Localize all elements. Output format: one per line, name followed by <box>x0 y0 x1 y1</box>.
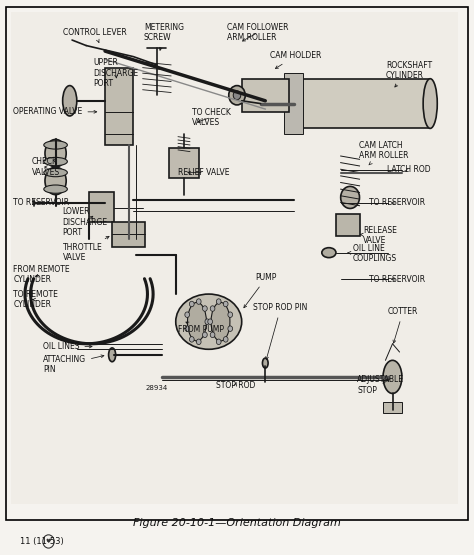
Circle shape <box>202 306 207 311</box>
Text: LOWER
DISCHARGE
PORT: LOWER DISCHARGE PORT <box>63 208 108 237</box>
Bar <box>11 12 458 504</box>
Text: PUMP: PUMP <box>244 273 277 307</box>
Text: STOP ROD: STOP ROD <box>216 381 255 390</box>
Ellipse shape <box>211 302 230 341</box>
Text: TO RESERVOIR: TO RESERVOIR <box>369 199 425 208</box>
Text: COTTER: COTTER <box>388 307 418 343</box>
Ellipse shape <box>44 185 67 193</box>
Text: ATTACHING
PIN: ATTACHING PIN <box>43 355 104 375</box>
Circle shape <box>216 299 221 304</box>
Text: ♥: ♥ <box>46 539 51 544</box>
Ellipse shape <box>322 248 336 258</box>
Text: CONTROL LEVER: CONTROL LEVER <box>63 28 127 42</box>
Bar <box>336 214 359 236</box>
Text: RELEASE
VALVE: RELEASE VALVE <box>360 226 397 245</box>
Text: Figure 20-10-1—Orientation Diagram: Figure 20-10-1—Orientation Diagram <box>133 518 341 528</box>
Bar <box>112 223 145 247</box>
Ellipse shape <box>44 141 67 149</box>
Bar <box>383 402 402 413</box>
Text: OIL LINES: OIL LINES <box>43 342 92 351</box>
Ellipse shape <box>341 186 359 209</box>
Circle shape <box>196 299 201 304</box>
Circle shape <box>228 312 233 317</box>
Circle shape <box>205 319 210 325</box>
Ellipse shape <box>229 85 245 105</box>
Text: FROM REMOTE
CYLINDER: FROM REMOTE CYLINDER <box>13 265 70 285</box>
Circle shape <box>223 301 228 307</box>
Bar <box>169 148 199 178</box>
Circle shape <box>233 91 241 100</box>
Text: TO RESERVOIR: TO RESERVOIR <box>369 275 425 284</box>
Text: CHECK
VALVES: CHECK VALVES <box>32 158 60 176</box>
Bar <box>105 68 133 145</box>
Text: ROCKSHAFT
CYLINDER: ROCKSHAFT CYLINDER <box>386 60 432 87</box>
Ellipse shape <box>63 85 77 116</box>
Bar <box>89 192 115 223</box>
Text: 28934: 28934 <box>146 385 168 391</box>
Ellipse shape <box>45 167 66 195</box>
Circle shape <box>210 332 215 337</box>
Bar <box>293 79 430 128</box>
Text: TO CHECK
VALVES: TO CHECK VALVES <box>191 108 230 127</box>
Circle shape <box>190 337 194 342</box>
Text: TO REMOTE
CYLINDER: TO REMOTE CYLINDER <box>13 290 58 309</box>
Text: 11 (11-53): 11 (11-53) <box>20 537 64 546</box>
Circle shape <box>223 337 228 342</box>
Text: UPPER
DISCHARGE
PORT: UPPER DISCHARGE PORT <box>93 58 138 88</box>
Text: CAM FOLLOWER
ARM ROLLER: CAM FOLLOWER ARM ROLLER <box>228 23 289 42</box>
Text: CAM HOLDER: CAM HOLDER <box>271 51 322 68</box>
Text: RELIEF VALVE: RELIEF VALVE <box>178 168 229 177</box>
Ellipse shape <box>188 302 206 341</box>
Ellipse shape <box>45 139 66 167</box>
Text: OPERATING VALVE: OPERATING VALVE <box>13 107 97 117</box>
Bar <box>242 79 289 112</box>
Circle shape <box>196 339 201 345</box>
Text: LATCH ROD: LATCH ROD <box>387 165 431 174</box>
Circle shape <box>190 301 194 307</box>
Circle shape <box>210 306 215 311</box>
Text: STOP ROD PIN: STOP ROD PIN <box>254 304 308 360</box>
Ellipse shape <box>176 294 242 349</box>
Circle shape <box>228 326 233 331</box>
Ellipse shape <box>423 79 438 128</box>
Text: OIL LINE
COUPLINGS: OIL LINE COUPLINGS <box>347 244 397 264</box>
Ellipse shape <box>44 158 67 166</box>
Ellipse shape <box>286 79 301 128</box>
Text: FROM PUMP: FROM PUMP <box>178 322 224 335</box>
Ellipse shape <box>263 358 268 368</box>
Text: CAM LATCH
ARM ROLLER: CAM LATCH ARM ROLLER <box>359 141 409 165</box>
Bar <box>284 73 303 134</box>
Text: THROTTLE
VALVE: THROTTLE VALVE <box>63 236 109 263</box>
Circle shape <box>185 326 190 331</box>
Circle shape <box>216 339 221 345</box>
Text: ADJUSTABLE
STOP: ADJUSTABLE STOP <box>357 376 404 395</box>
Ellipse shape <box>383 360 402 393</box>
Ellipse shape <box>109 348 116 362</box>
Text: TO RESERVOIR: TO RESERVOIR <box>13 199 69 208</box>
Circle shape <box>202 332 207 337</box>
Circle shape <box>208 319 212 325</box>
Ellipse shape <box>44 168 67 176</box>
Circle shape <box>185 312 190 317</box>
Text: METERING
SCREW: METERING SCREW <box>144 23 184 51</box>
